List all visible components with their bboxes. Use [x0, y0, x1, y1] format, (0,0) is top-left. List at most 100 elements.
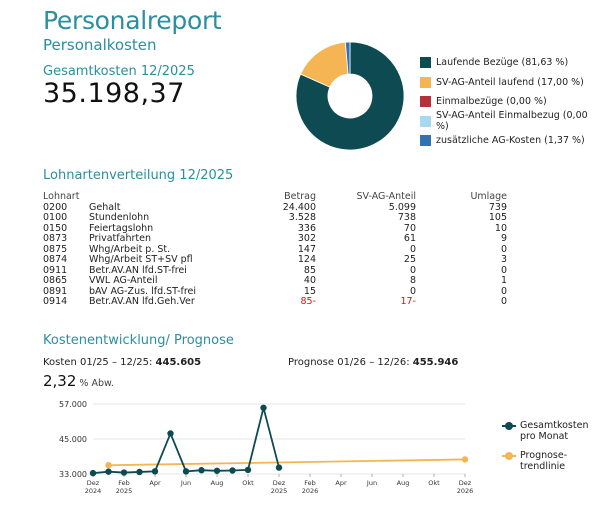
betrag-value: 15	[303, 285, 316, 297]
x-tick-label: Feb	[304, 479, 316, 487]
sv-ag-anteil-value: 8	[409, 275, 416, 286]
data-point-gesamtkosten	[244, 466, 252, 474]
sv-ag-anteil-value: 738	[397, 212, 416, 223]
lohnart-name: Stundenlohn	[89, 212, 150, 223]
data-point-prognose	[461, 456, 469, 463]
section-title-kosten: Kostenentwicklung/ Prognose	[43, 333, 234, 348]
donut-slice	[295, 41, 405, 151]
data-point-gesamtkosten	[120, 469, 128, 476]
lohnart-code: 0914	[43, 296, 68, 307]
sv-ag-anteil-value: 70	[403, 222, 416, 234]
sv-ag-anteil-value: 17-	[400, 296, 416, 307]
x-tick-label: 2025	[271, 487, 288, 495]
section-title-lohnarten: Lohnartenverteilung 12/2025	[43, 168, 234, 183]
sv-ag-anteil-value: 25	[403, 254, 416, 265]
y-tick-label: 33.000	[59, 470, 87, 479]
chart-legend-label: Gesamtkosten	[520, 420, 589, 431]
betrag-value: 124	[297, 254, 316, 265]
x-tick-label: Okt	[428, 479, 440, 487]
betrag-value: 40	[303, 275, 316, 286]
table-row: 0911 Betr.AV.AN lfd.ST-frei 85 0 0	[43, 264, 513, 277]
data-point-gesamtkosten	[229, 467, 236, 474]
legend-label: zusätzliche AG-Kosten (1,37 %)	[436, 135, 585, 147]
chart-legend: Gesamtkosten pro Monat Prognose-trendlini…	[502, 420, 588, 480]
data-point-gesamtkosten	[89, 469, 97, 477]
table-row: 0891 bAV AG-Zus. lfd.ST-frei 15 0 0	[43, 285, 513, 298]
umlage-value: 739	[488, 201, 507, 213]
x-tick-label: 2026	[302, 487, 319, 495]
chart-legend-item: Prognose-trendlinie	[502, 450, 588, 472]
cost-distribution-donut	[295, 41, 405, 151]
legend-label: SV-AG-Anteil Einmalbezug (0,00 %)	[436, 110, 588, 133]
header-umlage: Umlage	[470, 191, 507, 202]
chart-legend-label: Prognose-	[520, 450, 568, 461]
lohnart-name: Whg/Arbeit p. St.	[89, 243, 171, 255]
table-row: 0875 Whg/Arbeit p. St. 147 0 0	[43, 243, 513, 256]
umlage-value: 0	[500, 243, 507, 255]
betrag-value: 3.528	[288, 212, 316, 223]
sv-ag-anteil-value: 0	[409, 264, 416, 276]
x-tick-label: 2024	[85, 487, 102, 495]
lohnart-code: 0150	[43, 222, 68, 234]
prognose-label: Prognose 01/26 – 12/26:	[288, 357, 410, 368]
x-tick-label: Apr	[335, 479, 347, 487]
legend-swatch	[420, 96, 431, 108]
betrag-value: 24.400	[282, 201, 316, 213]
abweichung: 2,32% Abw.	[43, 372, 114, 390]
legend-swatch	[420, 57, 431, 69]
data-point-gesamtkosten	[213, 467, 221, 474]
kosten-label: Kosten 01/25 – 12/25:	[43, 357, 153, 368]
distribution-legend: Laufende Bezüge (81,63 %) SV-AG-Anteil l…	[420, 53, 600, 151]
page-title: Personalreport	[43, 6, 222, 35]
chart-legend-label: pro Monat	[520, 431, 569, 442]
legend-label: SV-AG-Anteil laufend (17,00 %)	[436, 76, 584, 88]
table-row: 0100 Stundenlohn 3.528 738 105	[43, 212, 513, 224]
header-sv-ag-anteil: SV-AG-Anteil	[356, 191, 416, 202]
betrag-value: 85-	[300, 296, 316, 307]
sv-ag-anteil-value: 61	[403, 233, 416, 244]
legend-swatch	[420, 135, 431, 147]
data-point-gesamtkosten	[167, 430, 174, 437]
data-point-gesamtkosten	[275, 464, 283, 471]
legend-label: Einmalbezüge (0,00 %)	[436, 96, 547, 108]
data-point-gesamtkosten	[260, 404, 267, 411]
betrag-value: 336	[297, 222, 316, 234]
lohnart-name: Privatfahrten	[89, 233, 151, 244]
lohnart-name: Betr.AV.AN lfd.ST-frei	[89, 264, 187, 276]
legend-swatch	[420, 115, 431, 127]
legend-item: zusätzliche AG-Kosten (1,37 %)	[420, 131, 600, 151]
lohnart-code: 0100	[43, 212, 68, 223]
umlage-value: 0	[500, 264, 507, 276]
lohnart-code: 0865	[43, 275, 68, 286]
kosten-value: 445.605	[155, 357, 202, 368]
lohnarten-table: Lohnart Betrag SV-AG-Anteil Umlage 0200 G…	[43, 191, 513, 308]
page-subtitle: Personalkosten	[43, 36, 157, 54]
sv-ag-anteil-value: 5.099	[388, 201, 416, 213]
data-point-gesamtkosten	[105, 468, 112, 475]
x-tick-label: Jun	[366, 479, 377, 487]
umlage-value: 9	[500, 233, 507, 244]
chart-legend-label: trendlinie	[520, 461, 566, 472]
legend-label: Laufende Bezüge (81,63 %)	[436, 57, 569, 69]
lohnart-code: 0200	[43, 201, 68, 213]
prognose-value: 455.946	[412, 357, 459, 368]
total-cost-label: Gesamtkosten 12/2025	[43, 64, 195, 79]
chart-legend-marker	[502, 450, 516, 462]
legend-item: SV-AG-Anteil Einmalbezug (0,00 %)	[420, 110, 600, 133]
x-tick-label: Dez	[459, 479, 472, 487]
x-tick-label: Jun	[180, 479, 191, 487]
umlage-value: 1	[500, 275, 507, 286]
chart-legend-item: Gesamtkosten pro Monat	[502, 420, 588, 442]
betrag-value: 302	[297, 233, 316, 244]
lohnart-name: VWL AG-Anteil	[89, 275, 158, 286]
umlage-value: 105	[488, 212, 507, 223]
x-tick-label: Apr	[149, 479, 161, 487]
lohnart-code: 0875	[43, 243, 68, 255]
lohnart-name: bAV AG-Zus. lfd.ST-frei	[89, 285, 197, 297]
chart-legend-marker	[502, 420, 516, 432]
x-tick-label: Dez	[273, 479, 286, 487]
abweichung-unit: % Abw.	[79, 378, 114, 389]
x-tick-label: Feb	[118, 479, 130, 487]
data-point-prognose	[105, 462, 112, 469]
data-point-gesamtkosten	[182, 468, 190, 475]
